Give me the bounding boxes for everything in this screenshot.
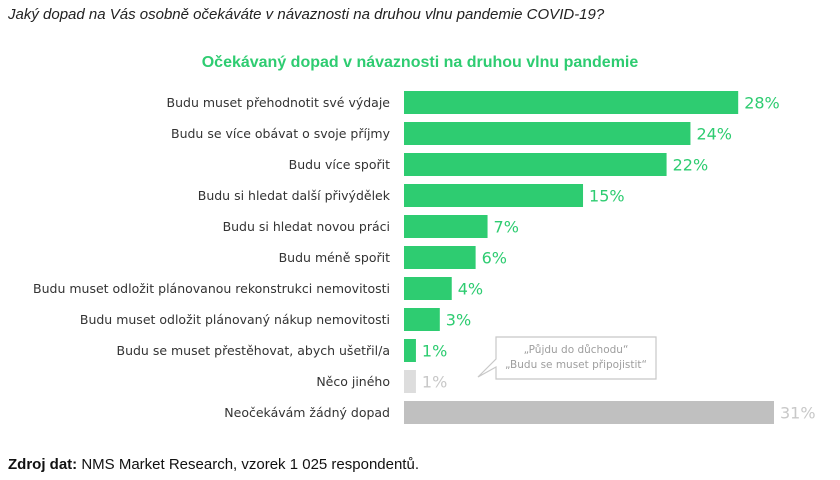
bar (404, 91, 739, 114)
source-label: Zdroj dat: (8, 456, 78, 473)
category-label: Budu méně spořit (279, 250, 390, 265)
question-heading: Jaký dopad na Vás osobně očekáváte v náv… (8, 6, 605, 23)
value-label: 28% (744, 94, 780, 113)
chart-title: Očekávaný dopad v návaznosti na druhou v… (201, 54, 639, 71)
category-label: Budu si hledat další přivýdělek (198, 188, 391, 203)
callout-box (477, 336, 657, 380)
bar (404, 370, 416, 393)
category-label: Budu muset odložit plánovanou rekonstruk… (33, 281, 390, 296)
value-label: 15% (589, 187, 625, 206)
category-label: Budu si hledat novou práci (223, 219, 390, 234)
bar (404, 122, 691, 145)
bar (404, 308, 440, 331)
category-label: Něco jiného (316, 374, 390, 389)
bar (404, 401, 774, 424)
value-label: 24% (696, 125, 732, 144)
source-note: Zdroj dat: NMS Market Research, vzorek 1… (8, 456, 419, 473)
callout: „Půjdu do důchodu“ „Budu se muset připoji… (477, 336, 657, 380)
bar (404, 277, 452, 300)
category-label: Budu více spořit (289, 157, 390, 172)
value-label: 31% (780, 404, 816, 423)
bar (404, 339, 416, 362)
category-label: Budu se více obávat o svoje příjmy (171, 126, 391, 141)
value-label: 1% (422, 373, 447, 392)
category-label: Budu muset přehodnotit své výdaje (167, 95, 391, 110)
value-label: 1% (422, 342, 447, 361)
bar (404, 153, 667, 176)
value-label: 4% (458, 280, 483, 299)
value-label: 7% (494, 218, 519, 237)
value-label: 6% (482, 249, 507, 268)
value-label: 3% (446, 311, 471, 330)
bar (404, 184, 584, 207)
callout-line: „Půjdu do důchodu“ (524, 344, 629, 356)
source-text: NMS Market Research, vzorek 1 025 respon… (77, 456, 419, 473)
bar (404, 246, 476, 269)
category-label: Budu muset odložit plánovaný nákup nemov… (80, 312, 390, 327)
callout-line: „Budu se muset připojistit“ (505, 359, 647, 371)
value-label: 22% (673, 156, 709, 175)
category-label: Neočekávám žádný dopad (224, 405, 390, 420)
category-label: Budu se muset přestěhovat, abych ušetřil… (117, 343, 391, 358)
bar (404, 215, 488, 238)
